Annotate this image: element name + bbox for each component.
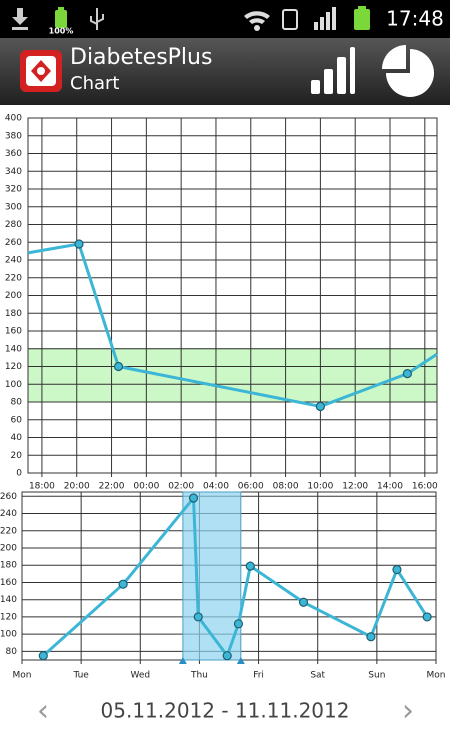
y-tick-label: 200 [5,291,22,301]
target-range [27,348,438,403]
y-tick-label: 400 [5,114,22,124]
y-tick-label: 40 [11,433,23,443]
x-tick-label: 14:00 [377,482,403,492]
x-tick-label: Tue [72,671,89,681]
download-icon [12,8,28,30]
chart-view-button[interactable] [311,47,355,94]
x-tick-label: 22:00 [99,482,125,492]
y-tick-label: 180 [5,309,22,319]
date-range: 05.11.2012 - 11.11.2012 [101,699,350,723]
battery-small-icon [55,7,67,28]
y-tick-label: 60 [11,415,23,425]
battery-icon [354,6,370,30]
y-tick-label: 220 [0,526,17,536]
x-tick-label: Mon [427,671,446,681]
y-tick-label: 320 [5,185,22,195]
selection-handle [236,657,245,664]
y-tick-label: 0 [16,469,22,479]
y-tick-label: 140 [0,595,17,605]
y-tick-label: 280 [5,220,22,230]
wifi-icon [244,11,270,31]
signal-icon [314,7,336,30]
chart-background [0,108,450,490]
data-point [193,612,203,622]
y-tick-label: 180 [0,561,17,571]
y-tick-label: 380 [5,131,22,141]
app-title: DiabetesPlus [70,45,212,70]
y-tick-label: 120 [0,612,17,622]
next-week-button[interactable]: › [402,694,414,729]
x-tick-label: 10:00 [307,482,333,492]
x-tick-label: 02:00 [168,482,194,492]
y-tick-label: 120 [5,362,22,372]
y-tick-label: 160 [0,578,17,588]
data-point [402,369,413,379]
app-subtitle: Chart [70,73,119,94]
data-point [366,632,376,642]
data-point [392,564,402,575]
x-tick-label: Wed [130,671,150,681]
data-point [118,579,128,589]
selection-window [182,491,242,661]
y-tick-label: 240 [5,256,22,266]
data-point [188,493,199,503]
y-tick-label: 140 [5,344,22,354]
data-point [422,612,432,622]
plot-border [27,117,438,474]
x-tick-label: 20:00 [64,482,90,492]
data-point [315,401,325,412]
y-tick-label: 260 [5,238,22,248]
data-point [298,597,309,607]
x-tick-label: 12:00 [342,482,368,492]
app-bar [0,38,450,105]
x-tick-label: Fri [253,671,264,681]
x-tick-label: Mon [13,671,32,681]
data-point [245,561,255,571]
selection-handle [178,657,187,664]
x-tick-label: Sat [310,671,325,681]
y-tick-label: 240 [0,509,17,519]
y-tick-label: 160 [5,327,22,337]
charts: 0 20 40 60 80 100 120 140 160 180 200 220 240 260 280 3… [0,108,450,688]
y-tick-label: 100 [0,630,17,640]
previous-week-button[interactable]: ‹ [37,694,49,729]
x-tick-label: 04:00 [203,482,229,492]
data-point [222,651,232,661]
data-point [233,619,244,629]
y-tick-label: 20 [11,451,23,461]
status-bar [0,0,450,38]
y-tick-label: 300 [5,202,22,212]
y-tick-label: 340 [5,167,22,177]
data-line [27,242,438,408]
clock: 17:48 [386,7,444,31]
x-tick-label: 08:00 [273,482,299,492]
y-tick-label: 260 [0,492,17,502]
sim-icon [282,9,298,30]
y-tick-label: 80 [11,398,23,408]
statistics-button[interactable] [382,45,434,97]
y-tick-label: 80 [6,647,18,657]
app-icon[interactable] [20,50,62,92]
data-point [113,361,124,372]
y-tick-label: 360 [5,149,22,159]
y-tick-label: 200 [0,544,17,554]
x-tick-label: Thu [190,671,208,681]
data-point [38,651,48,661]
usb-icon [90,8,104,30]
data-point [74,239,84,249]
battery-label: 100% [49,27,74,36]
x-tick-label: 16:00 [412,482,438,492]
y-tick-label: 220 [5,273,22,283]
x-tick-label: 00:00 [133,482,159,492]
y-tick-label: 100 [5,380,22,390]
x-tick-label: Sun [368,671,385,681]
x-tick-label: 18:00 [29,482,55,492]
x-tick-label: 06:00 [238,482,264,492]
